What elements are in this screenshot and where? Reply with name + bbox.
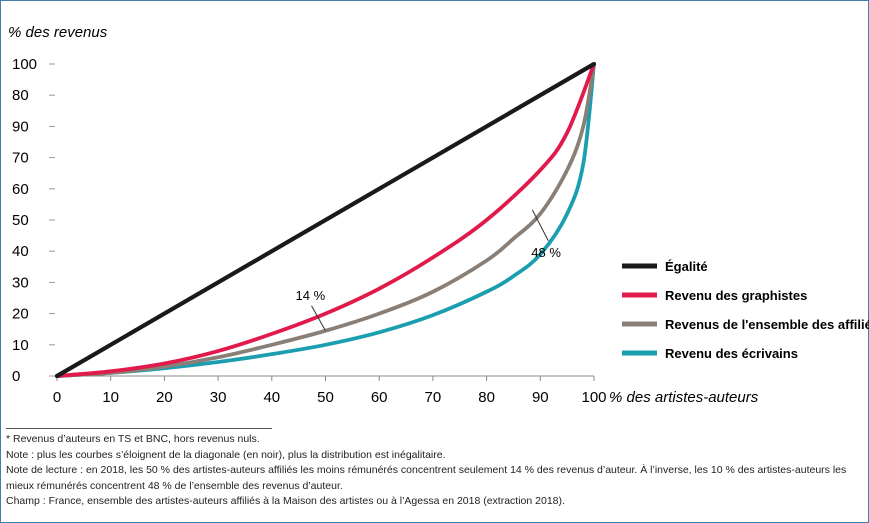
y-tick-label: 60 bbox=[12, 181, 29, 198]
y-tick-label: 100 bbox=[12, 56, 37, 73]
y-tick-label: 90 bbox=[12, 118, 29, 135]
y-tick-label: 0 bbox=[12, 368, 20, 385]
x-tick-label: 20 bbox=[156, 389, 173, 406]
legend: Égalité Revenu des graphistes Revenus de l… bbox=[622, 259, 869, 361]
y-tick-label: 80 bbox=[12, 87, 29, 104]
note: Note : plus les courbes s’éloignent de l… bbox=[6, 448, 446, 461]
annotation-leader-14 bbox=[311, 305, 326, 332]
annotation-14-percent: 14 % bbox=[296, 288, 326, 303]
reading-note: Note de lecture : en 2018, les 50 % des … bbox=[6, 464, 847, 492]
y-tick-labels: 0 10 20 30 40 50 60 70 90 80 100 bbox=[12, 56, 55, 385]
legend-label: Revenus de l'ensemble des affiliés bbox=[665, 317, 869, 332]
legend-label: Égalité bbox=[665, 259, 708, 274]
x-tick-label: 10 bbox=[102, 389, 119, 406]
x-axis-title: % des artistes-auteurs bbox=[609, 389, 759, 406]
annotation-leader-48 bbox=[531, 209, 549, 241]
x-tick-labels: 0 10 20 30 40 50 60 70 80 90 100 bbox=[53, 389, 607, 406]
x-tick-label: 30 bbox=[210, 389, 227, 406]
annotation-48-percent: 48 % bbox=[531, 245, 561, 260]
x-tick-label: 60 bbox=[371, 389, 388, 406]
x-tick-label: 40 bbox=[263, 389, 280, 406]
legend-label: Revenu des graphistes bbox=[665, 288, 807, 303]
scope-note: Champ : France, ensemble des artistes-au… bbox=[6, 495, 565, 507]
notes-divider bbox=[6, 428, 272, 429]
lorenz-chart: % des revenus 0 10 20 30 40 50 60 70 90 80 100 0 10… bbox=[8, 24, 869, 406]
series-line-0 bbox=[54, 61, 597, 379]
x-tick-marks bbox=[56, 376, 595, 381]
y-axis-title: % des revenus bbox=[8, 24, 108, 41]
series-layer bbox=[54, 61, 597, 379]
x-tick-label: 80 bbox=[478, 389, 495, 406]
y-tick-label: 50 bbox=[12, 212, 29, 229]
series-line-1 bbox=[55, 62, 596, 378]
x-tick-label: 50 bbox=[317, 389, 334, 406]
annotation-layer: 14 % 48 % bbox=[296, 209, 561, 332]
legend-label: Revenu des écrivains bbox=[665, 346, 798, 361]
x-tick-label: 90 bbox=[532, 389, 549, 406]
y-tick-label: 10 bbox=[12, 337, 29, 354]
chart-notes: * Revenus d’auteurs en TS et BNC, hors r… bbox=[6, 428, 861, 510]
y-tick-label: 70 bbox=[12, 150, 29, 167]
x-tick-label: 100 bbox=[581, 389, 606, 406]
y-tick-label: 30 bbox=[12, 274, 29, 291]
footnote: * Revenus d’auteurs en TS et BNC, hors r… bbox=[6, 433, 260, 445]
y-tick-label: 20 bbox=[12, 306, 29, 323]
series-line-2 bbox=[55, 62, 596, 378]
x-tick-label: 0 bbox=[53, 389, 61, 406]
x-tick-label: 70 bbox=[425, 389, 442, 406]
y-tick-label: 40 bbox=[12, 243, 29, 260]
